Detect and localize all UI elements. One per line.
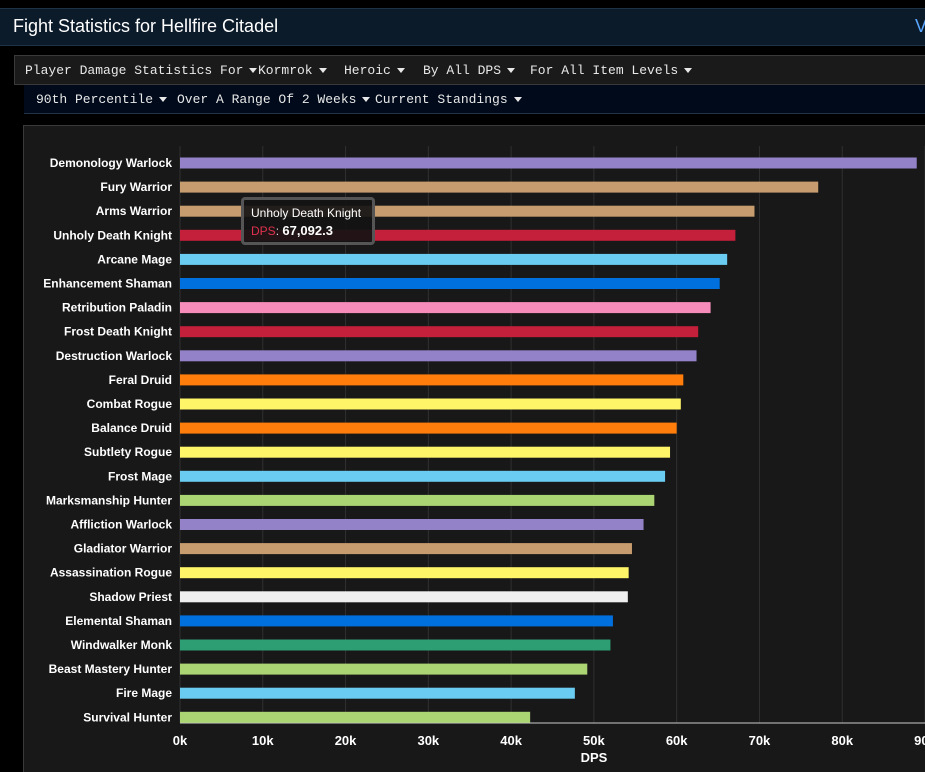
x-tick-label: 80k — [831, 733, 853, 748]
chevron-down-icon — [684, 68, 693, 74]
bar-combat-rogue — [180, 398, 681, 410]
category-label: Combat Rogue — [87, 397, 173, 411]
item-level-dropdown[interactable]: For All Item Levels — [530, 63, 693, 78]
category-label: Beast Mastery Hunter — [49, 662, 173, 676]
page-title: Fight Statistics for Hellfire Citadel — [13, 16, 279, 36]
category-label: Arcane Mage — [97, 252, 172, 266]
tooltip-value: 67,092.3 — [282, 223, 333, 238]
difficulty-label: Heroic — [344, 63, 391, 78]
boss-label: Kormrok — [258, 63, 313, 78]
category-label: Marksmanship Hunter — [46, 493, 172, 507]
bar-arms-warrior — [180, 205, 755, 217]
x-tick-label: 10k — [252, 733, 274, 748]
chevron-down-icon — [318, 68, 327, 74]
bar-gladiator-warrior — [180, 543, 632, 555]
x-tick-label: 30k — [417, 733, 439, 748]
category-label: Gladiator Warrior — [74, 542, 173, 556]
category-label: Frost Mage — [108, 469, 172, 483]
x-tick-label: 50k — [583, 733, 605, 748]
chevron-down-icon — [507, 68, 516, 74]
bar-assassination-rogue — [180, 567, 629, 579]
x-tick-label: 0k — [173, 733, 188, 748]
bar-subtlety-rogue — [180, 446, 671, 458]
bar-shadow-priest — [180, 591, 628, 603]
bar-feral-druid — [180, 374, 684, 386]
chevron-down-icon — [396, 68, 405, 74]
bar-fire-mage — [180, 687, 575, 699]
x-tick-label: 70k — [749, 733, 771, 748]
category-label: Arms Warrior — [96, 204, 173, 218]
category-label: Unholy Death Knight — [53, 228, 172, 242]
x-tick-label: 40k — [500, 733, 522, 748]
chart-panel: 0k 10k 20k 30k 40k 50k 60k 70k 80k 90k Demonology … — [23, 125, 925, 772]
category-label: Shadow Priest — [89, 590, 172, 604]
bar-demonology-warlock — [180, 157, 917, 169]
bar-survival-hunter — [180, 711, 531, 723]
chevron-down-icon — [362, 97, 371, 103]
time-range-dropdown[interactable]: Over A Range Of 2 Weeks — [177, 92, 371, 107]
bar-fury-warrior — [180, 181, 819, 193]
standings-dropdown[interactable]: Current Standings — [375, 92, 522, 107]
tooltip-key: DPS — [251, 224, 276, 238]
category-label: Retribution Paladin — [62, 301, 172, 315]
percentile-dropdown[interactable]: 90th Percentile — [36, 92, 168, 107]
range-toolbar: 90th Percentile Over A Range Of 2 Weeks … — [24, 85, 925, 114]
bar-affliction-warlock — [180, 519, 644, 530]
tooltip-row: DPS: 67,092.3 — [251, 223, 365, 238]
category-label: Frost Death Knight — [64, 325, 172, 339]
category-label: Demonology Warlock — [50, 156, 173, 170]
bar-balance-druid — [180, 422, 677, 434]
bar-destruction-warlock — [180, 350, 697, 362]
category-label: Affliction Warlock — [70, 518, 172, 532]
standings-label: Current Standings — [375, 92, 508, 107]
x-tick-label: 20k — [335, 733, 357, 748]
category-label: Feral Druid — [109, 373, 172, 387]
category-label: Balance Druid — [91, 421, 172, 435]
boss-dropdown[interactable]: Kormrok — [258, 63, 327, 78]
bar-frost-death-knight — [180, 326, 699, 338]
category-label: Survival Hunter — [83, 710, 172, 724]
bar-unholy-death-knight — [180, 229, 736, 241]
chart-tooltip: Unholy Death Knight DPS: 67,092.3 — [241, 197, 375, 245]
title-link[interactable]: V — [914, 16, 925, 36]
filter-toolbar: Player Damage Statistics For Kormrok Her… — [14, 55, 925, 85]
bar-elemental-shaman — [180, 615, 613, 627]
x-tick-label: 60k — [666, 733, 688, 748]
bar-beast-mastery-hunter — [180, 663, 588, 675]
category-label: Windwalker Monk — [71, 638, 173, 652]
bar-retribution-paladin — [180, 302, 711, 314]
x-axis-label: DPS — [581, 750, 608, 765]
chevron-down-icon — [513, 97, 522, 103]
category-label: Destruction Warlock — [56, 349, 173, 363]
difficulty-dropdown[interactable]: Heroic — [344, 63, 405, 78]
chevron-down-icon — [249, 68, 258, 74]
tooltip-separator: : — [275, 224, 283, 238]
stat-type-label: Player Damage Statistics For — [25, 63, 244, 78]
tooltip-spec-name: Unholy Death Knight — [251, 206, 362, 220]
category-label: Fire Mage — [116, 686, 172, 700]
category-label: Subtlety Rogue — [84, 445, 172, 459]
category-label: Fury Warrior — [100, 180, 172, 194]
percentile-label: 90th Percentile — [36, 92, 154, 107]
title-bar: Fight Statistics for Hellfire Citadel V — [0, 8, 925, 46]
bar-frost-mage — [180, 470, 666, 482]
time-range-label: Over A Range Of 2 Weeks — [177, 92, 357, 107]
category-label: Assassination Rogue — [50, 566, 172, 580]
bar-windwalker-monk — [180, 639, 611, 651]
item-level-label: For All Item Levels — [530, 63, 679, 78]
dps-bar-chart: 0k 10k 20k 30k 40k 50k 60k 70k 80k 90k Demonology … — [43, 146, 925, 765]
category-label: Elemental Shaman — [65, 614, 172, 628]
chevron-down-icon — [159, 97, 168, 103]
stat-type-dropdown[interactable]: Player Damage Statistics For — [25, 63, 258, 78]
bar-arcane-mage — [180, 253, 728, 265]
category-label: Enhancement Shaman — [43, 277, 172, 291]
x-tick-label: 90k — [914, 733, 925, 748]
role-dropdown[interactable]: By All DPS — [423, 63, 516, 78]
bar-marksmanship-hunter — [180, 494, 655, 506]
role-label: By All DPS — [423, 63, 502, 78]
bar-enhancement-shaman — [180, 278, 720, 289]
